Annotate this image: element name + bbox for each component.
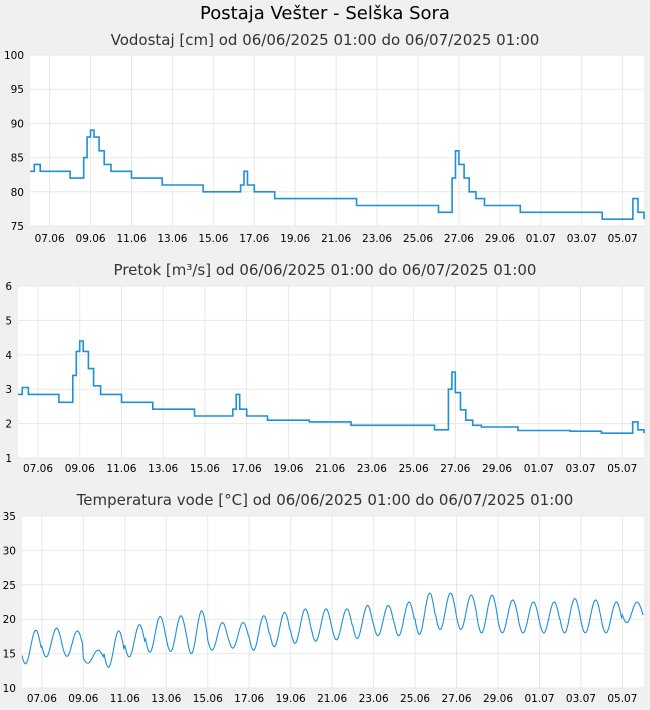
- y-tick-label: 5: [5, 315, 12, 327]
- y-tick-label: 30: [3, 545, 16, 557]
- y-tick-label: 80: [11, 187, 24, 199]
- y-tick-label: 1: [5, 453, 12, 465]
- x-tick-label: 17.06: [234, 693, 264, 705]
- y-tick-label: 25: [3, 580, 16, 592]
- plot-area: [18, 286, 644, 458]
- x-tick-label: 07.06: [35, 233, 65, 245]
- x-tick-label: 25.06: [399, 463, 429, 475]
- x-tick-label: 29.06: [483, 693, 513, 705]
- x-tick-label: 27.06: [444, 233, 474, 245]
- x-tick-label: 19.06: [273, 463, 303, 475]
- x-tick-label: 23.06: [359, 693, 389, 705]
- x-tick-label: 21.06: [315, 463, 345, 475]
- y-tick-label: 15: [3, 649, 16, 661]
- x-tick-label: 13.06: [151, 693, 181, 705]
- x-tick-label: 19.06: [280, 233, 310, 245]
- chart-title: Pretok [m³/s] od 06/06/2025 01:00 do 06/…: [114, 261, 537, 279]
- x-tick-label: 05.07: [607, 693, 637, 705]
- x-tick-label: 29.06: [482, 463, 512, 475]
- plot-area: [30, 55, 644, 226]
- x-tick-label: 27.06: [440, 463, 470, 475]
- x-tick-label: 13.06: [157, 233, 187, 245]
- x-tick-label: 09.06: [65, 463, 95, 475]
- plot-area: [22, 516, 644, 688]
- series-line: [30, 129, 645, 220]
- x-tick-label: 25.06: [403, 233, 433, 245]
- y-tick-label: 10: [3, 683, 16, 695]
- x-tick-label: 05.07: [608, 233, 638, 245]
- y-tick-label: 100: [4, 50, 24, 62]
- x-tick-label: 03.07: [566, 693, 596, 705]
- x-tick-label: 21.06: [321, 233, 351, 245]
- y-tick-label: 3: [5, 384, 12, 396]
- x-tick-label: 23.06: [362, 233, 392, 245]
- x-tick-label: 21.06: [317, 693, 347, 705]
- x-tick-label: 17.06: [239, 233, 269, 245]
- y-tick-label: 35: [3, 511, 16, 523]
- x-tick-label: 17.06: [232, 463, 262, 475]
- x-tick-label: 11.06: [106, 463, 136, 475]
- y-tick-label: 90: [11, 118, 24, 130]
- x-tick-label: 29.06: [485, 233, 515, 245]
- x-tick-label: 23.06: [357, 463, 387, 475]
- y-tick-label: 2: [5, 419, 12, 431]
- x-tick-label: 09.06: [76, 233, 106, 245]
- y-tick-label: 6: [5, 281, 12, 293]
- x-tick-label: 11.06: [110, 693, 140, 705]
- series-line: [21, 592, 644, 669]
- y-tick-label: 20: [3, 614, 16, 626]
- x-tick-label: 03.07: [565, 463, 595, 475]
- series-line: [18, 340, 645, 434]
- y-tick-label: 95: [11, 84, 24, 96]
- x-tick-label: 07.06: [27, 693, 57, 705]
- y-tick-label: 4: [5, 350, 12, 362]
- chart-title: Temperatura vode [°C] od 06/06/2025 01:0…: [76, 491, 574, 509]
- x-tick-label: 15.06: [193, 693, 223, 705]
- x-tick-label: 19.06: [276, 693, 306, 705]
- x-tick-label: 03.07: [567, 233, 597, 245]
- discharge-chart: Pretok [m³/s] od 06/06/2025 01:00 do 06/…: [5, 261, 645, 475]
- page-title: Postaja Vešter - Selška Sora: [200, 3, 450, 24]
- x-tick-label: 11.06: [116, 233, 146, 245]
- x-tick-label: 13.06: [148, 463, 178, 475]
- x-tick-label: 27.06: [442, 693, 472, 705]
- x-tick-label: 15.06: [190, 463, 220, 475]
- x-tick-label: 05.07: [607, 463, 637, 475]
- water-level-chart: Vodostaj [cm] od 06/06/2025 01:00 do 06/…: [4, 31, 645, 245]
- chart-title: Vodostaj [cm] od 06/06/2025 01:00 do 06/…: [111, 31, 540, 49]
- water-temperature-chart: Temperatura vode [°C] od 06/06/2025 01:0…: [3, 491, 644, 705]
- x-tick-label: 25.06: [400, 693, 430, 705]
- x-tick-label: 01.07: [524, 693, 554, 705]
- x-tick-label: 01.07: [524, 463, 554, 475]
- y-tick-label: 75: [11, 221, 24, 233]
- x-tick-label: 07.06: [23, 463, 53, 475]
- y-tick-label: 85: [11, 153, 24, 165]
- x-tick-label: 15.06: [198, 233, 228, 245]
- x-tick-label: 09.06: [68, 693, 98, 705]
- x-tick-label: 01.07: [526, 233, 556, 245]
